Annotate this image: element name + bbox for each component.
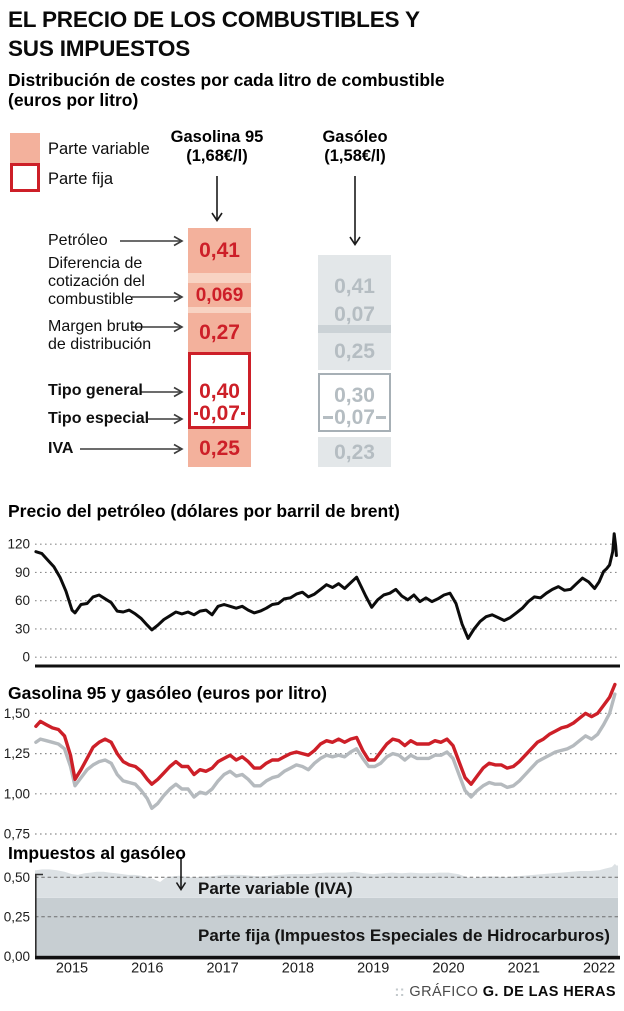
tick-dash — [240, 412, 245, 415]
tax-chart-title: Impuestos al gasóleo — [8, 843, 186, 863]
distribution-arrows — [80, 176, 361, 455]
brent-line — [34, 532, 618, 640]
svg-text:1,25: 1,25 — [4, 746, 30, 761]
segment-separator — [188, 273, 251, 283]
segment-gap — [318, 370, 391, 373]
svg-text:1,50: 1,50 — [4, 706, 30, 721]
legend-label-parte-variable: Parte variable — [48, 140, 150, 158]
line-Gasóleo — [34, 692, 617, 811]
area-label-parte-fija: Parte fija (Impuestos Especiales de Hidr… — [198, 926, 610, 945]
svg-text:0: 0 — [22, 650, 30, 665]
line-Gasolina 95 — [34, 682, 617, 786]
credit-label: GRÁFICO — [409, 984, 479, 1000]
tick-dash — [323, 416, 334, 419]
credit-line: :: GRÁFICO G. DE LAS HERAS — [395, 984, 617, 1000]
subtitle-line-2: (euros por litro) — [8, 89, 139, 110]
brent-x-axis — [35, 664, 620, 668]
fuel-chart-title: Gasolina 95 y gasóleo (euros por litro) — [8, 683, 327, 703]
year-label: 2019 — [357, 961, 389, 977]
segment-parte-fija-gasoleo: 0,30 0,07 — [318, 373, 391, 432]
row-label-iva: IVA — [48, 440, 74, 457]
area-parte-fija — [35, 897, 618, 957]
gasoleo-price: (1,58€/l) — [324, 147, 386, 166]
legend-swatch-parte-fija — [10, 163, 40, 192]
year-label: 2020 — [432, 961, 464, 977]
legend-label-parte-fija: Parte fija — [48, 170, 114, 188]
year-label: 2015 — [56, 961, 88, 977]
subtitle-line-1: Distribución de costes por cada litro de… — [8, 70, 445, 90]
svg-text:30: 30 — [15, 621, 30, 636]
tax-x-axis — [35, 955, 620, 960]
svg-text:0,50: 0,50 — [4, 870, 30, 885]
title-line-2: SUS IMPUESTOS — [8, 35, 191, 61]
year-label: 2016 — [131, 961, 163, 977]
row-label-diferencia: Diferencia de cotización del combustible — [48, 255, 145, 308]
gasolina95-name: Gasolina 95 — [170, 128, 264, 146]
svg-text:0,00: 0,00 — [4, 949, 30, 964]
svg-text:1,00: 1,00 — [4, 786, 30, 801]
segment-margen-gasoleo: 0,25 — [318, 333, 391, 370]
column-header-gasoleo: Gasóleo (1,58€/l) — [280, 128, 430, 166]
row-label-margen: Margen bruto de distribución — [48, 318, 152, 353]
year-label: 2018 — [282, 961, 314, 977]
segment-gap — [318, 432, 391, 437]
segment-parte-fija-gasolina: 0,40 0,07 — [188, 352, 251, 429]
value-tipo-general-gasoleo: 0,30 — [334, 384, 375, 407]
row-label-petroleo: Petróleo — [48, 232, 108, 249]
row-label-tipo-general: Tipo general — [48, 382, 143, 399]
credit-mark: :: — [394, 984, 405, 1000]
column-header-gasolina95: Gasolina 95 (1,68€/l) — [142, 128, 292, 166]
page-title: EL PRECIO DE LOS COMBUSTIBLES Y SUS IMPU… — [8, 6, 508, 64]
diesel-tax-chart: 0,00 0,25 0,50 2015 2016 2017 2018 2019 2020 2021… — [4, 857, 620, 977]
tick-dash — [375, 416, 386, 419]
brent-chart-title: Precio del petróleo (dólares por barril … — [8, 501, 400, 521]
title-line-1: EL PRECIO DE LOS COMBUSTIBLES Y — [8, 7, 420, 32]
segment-diferencia-gasolina: 0,069 — [188, 283, 251, 307]
tick-dash — [194, 412, 199, 415]
page-subtitle: Distribución de costes por cada litro de… — [8, 70, 548, 111]
svg-text:0,75: 0,75 — [4, 827, 30, 842]
svg-text:90: 90 — [15, 565, 30, 580]
area-label-parte-variable: Parte variable (IVA) — [198, 879, 353, 898]
segment-iva-gasolina: 0,25 — [188, 429, 251, 467]
year-label: 2017 — [206, 961, 238, 977]
svg-text:0,25: 0,25 — [4, 909, 30, 924]
stacked-bar-gasolina95: 0,41 0,069 0,27 0,40 0,07 0,25 — [188, 228, 251, 467]
svg-text:120: 120 — [7, 537, 30, 552]
legend-swatch-parte-variable — [10, 133, 40, 163]
segment-iva-gasoleo: 0,23 — [318, 437, 391, 467]
value-tipo-especial-gasolina: 0,07 — [193, 403, 246, 424]
row-label-tipo-especial: Tipo especial — [48, 410, 150, 427]
gasolina95-price: (1,68€/l) — [186, 147, 248, 166]
brent-price-chart: 0 30 60 90 120 — [7, 532, 620, 668]
value-tipo-especial-gasoleo: 0,07 — [322, 407, 387, 428]
year-label: 2021 — [508, 961, 540, 977]
segment-petroleo-diferencia-gasoleo: 0,41 0,07 — [318, 255, 391, 325]
value-tipo-general-gasolina: 0,40 — [199, 380, 240, 403]
fuel-price-chart: 0,75 1,00 1,25 1,50 — [4, 682, 618, 842]
year-label: 2022 — [583, 961, 615, 977]
segment-separator — [188, 307, 251, 313]
segment-separator — [318, 325, 391, 333]
credit-author: G. DE LAS HERAS — [482, 984, 616, 1000]
svg-text:60: 60 — [15, 593, 30, 608]
segment-margen-gasolina: 0,27 — [188, 313, 251, 352]
gasoleo-name: Gasóleo — [322, 128, 388, 146]
stacked-bar-gasoleo: 0,41 0,07 0,25 0,30 0,07 0,23 — [318, 255, 391, 467]
segment-petroleo-gasolina: 0,41 — [188, 228, 251, 273]
